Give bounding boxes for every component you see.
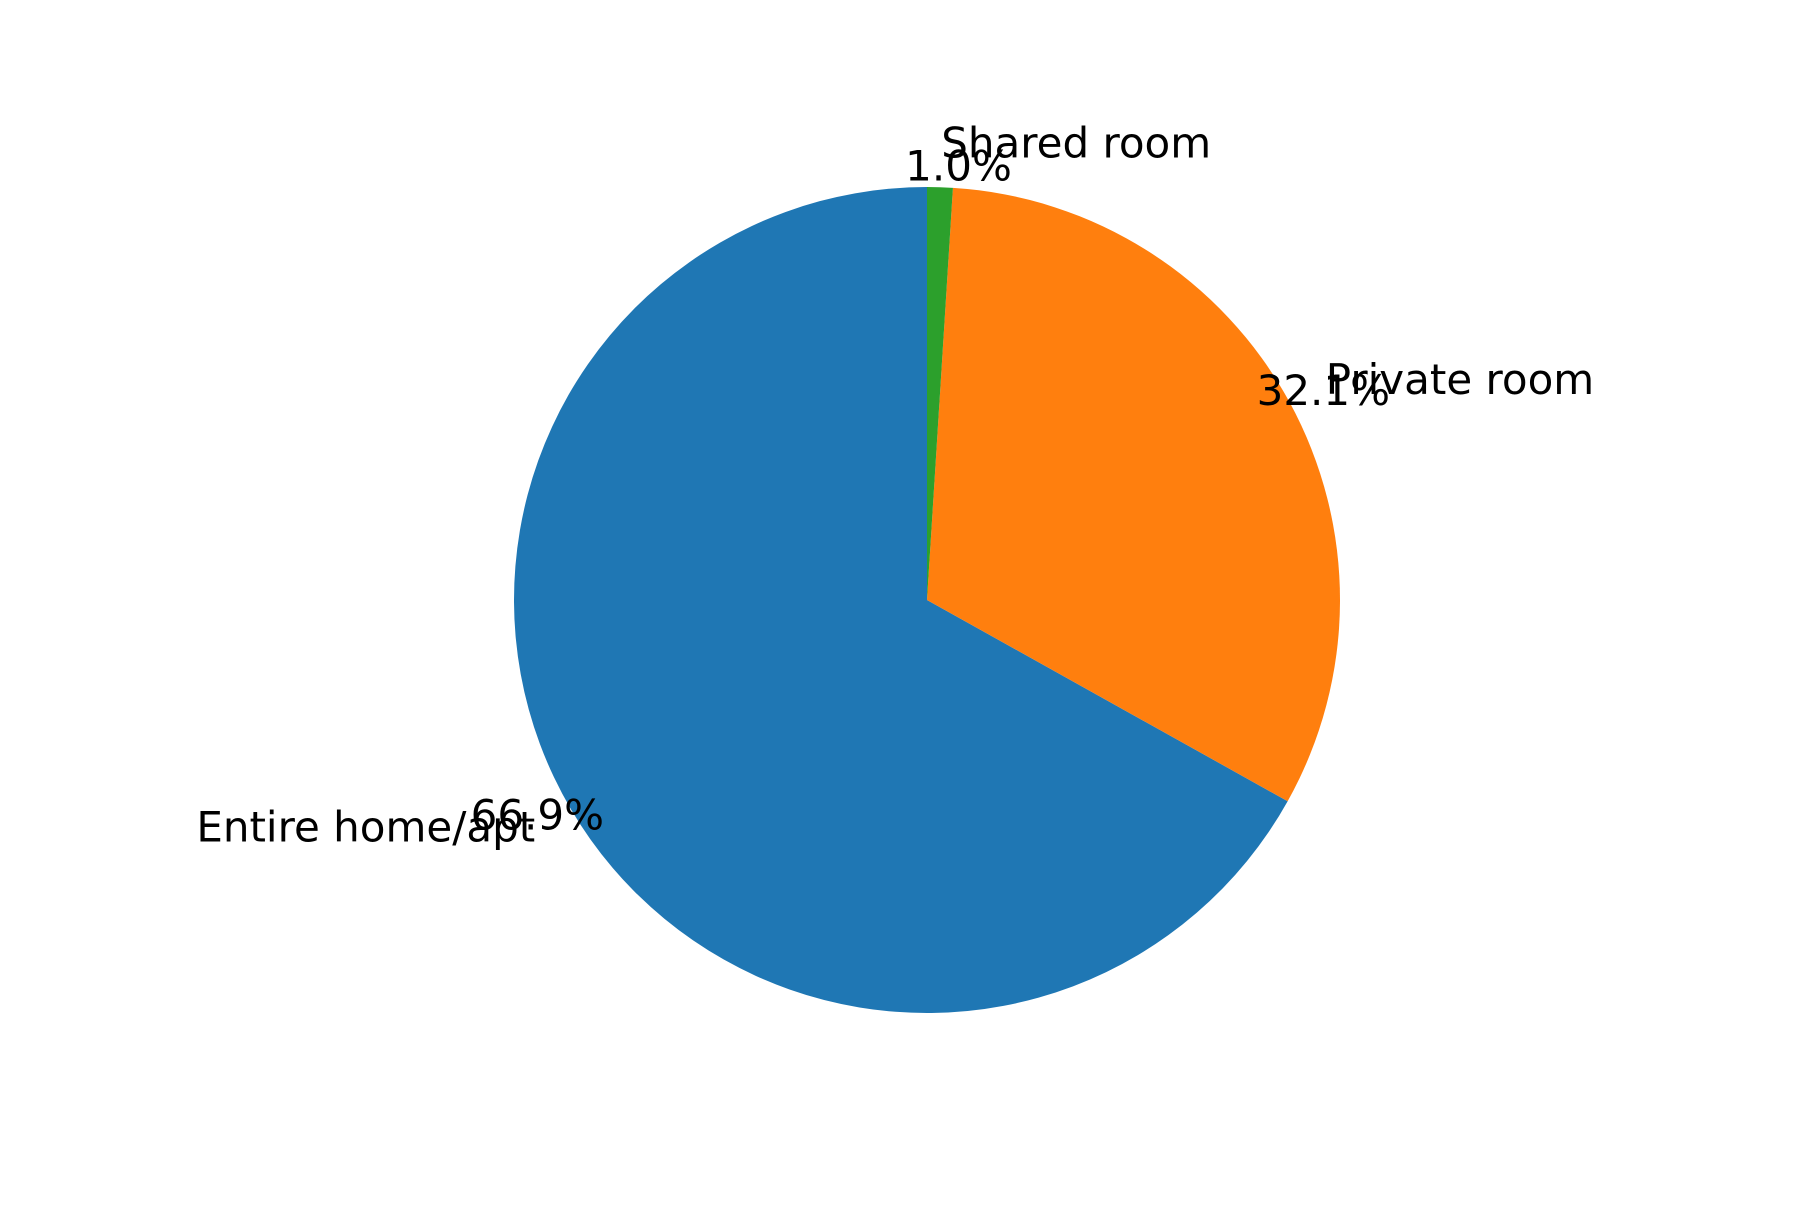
slice-percent-label: 1.0% bbox=[905, 142, 1012, 191]
slice-label: Private room bbox=[1326, 355, 1594, 404]
slices-layer bbox=[514, 187, 1340, 1013]
slice-percent-label: 32.1% bbox=[1257, 366, 1390, 415]
pie-slice-private-room bbox=[927, 187, 1340, 802]
pie-slice-shared-room bbox=[927, 187, 953, 600]
slice-percent-label: 66.9% bbox=[471, 791, 604, 840]
pie-slice-entire-home-apt bbox=[514, 187, 1288, 1013]
slice-label: Entire home/apt bbox=[196, 803, 535, 852]
slice-label: Shared room bbox=[941, 118, 1211, 167]
